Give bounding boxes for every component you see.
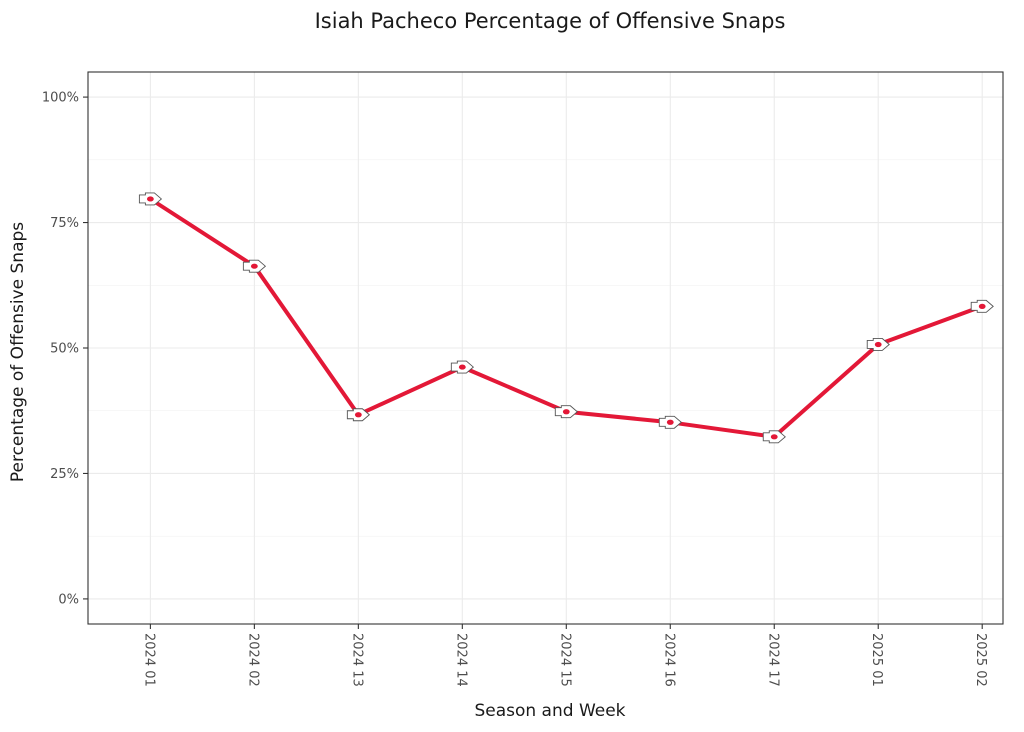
- y-tick-label: 100%: [42, 91, 79, 106]
- data-point-marker: [138, 192, 163, 206]
- data-point-marker: [450, 360, 475, 374]
- logo-center-dot: [978, 303, 986, 309]
- x-axis-title: Season and Week: [474, 701, 625, 721]
- y-tick-label: 50%: [50, 342, 79, 357]
- y-tick-label: 75%: [50, 216, 79, 231]
- data-point-marker: [554, 405, 578, 419]
- x-tick-label: 2024 15: [557, 633, 572, 687]
- x-tick-label: 2024 14: [453, 633, 468, 687]
- y-tick-label: 25%: [50, 467, 79, 482]
- logo-center-dot: [562, 409, 570, 415]
- x-tick-label: 2025 02: [973, 633, 988, 687]
- x-tick-label: 2024 02: [245, 633, 260, 687]
- x-tick-label: 2024 16: [661, 633, 676, 687]
- logo-center-dot: [458, 364, 466, 370]
- panel-border: [87, 71, 1004, 625]
- x-tick-label: 2024 13: [349, 633, 364, 687]
- grid: [88, 72, 1003, 624]
- x-tick-label: 2025 01: [869, 633, 884, 687]
- data-point-marker: [970, 299, 994, 313]
- data-point-marker: [242, 259, 267, 273]
- data-point-marker: [346, 408, 371, 422]
- logo-center-dot: [146, 196, 154, 202]
- logo-center-dot: [354, 412, 362, 418]
- x-tick-label: 2024 17: [765, 633, 780, 687]
- logo-center-dot: [874, 341, 882, 348]
- data-point-marker: [762, 430, 786, 444]
- chart-title: Isiah Pacheco Percentage of Offensive Sn…: [315, 9, 786, 33]
- logo-center-dot: [770, 434, 778, 440]
- data-point-marker: [658, 415, 682, 429]
- y-tick-label: 0%: [58, 592, 79, 607]
- axes: 0% 25% 50% 75% 100% 2024 01 2024 02 2024 13 2024…: [42, 91, 988, 687]
- data-point-marker: [866, 338, 890, 351]
- x-tick-label: 2024 01: [141, 633, 156, 687]
- logo-center-dot: [250, 263, 258, 269]
- series-layer: [138, 192, 994, 444]
- y-axis-title: Percentage of Offensive Snaps: [8, 222, 28, 482]
- logo-center-dot: [666, 419, 674, 425]
